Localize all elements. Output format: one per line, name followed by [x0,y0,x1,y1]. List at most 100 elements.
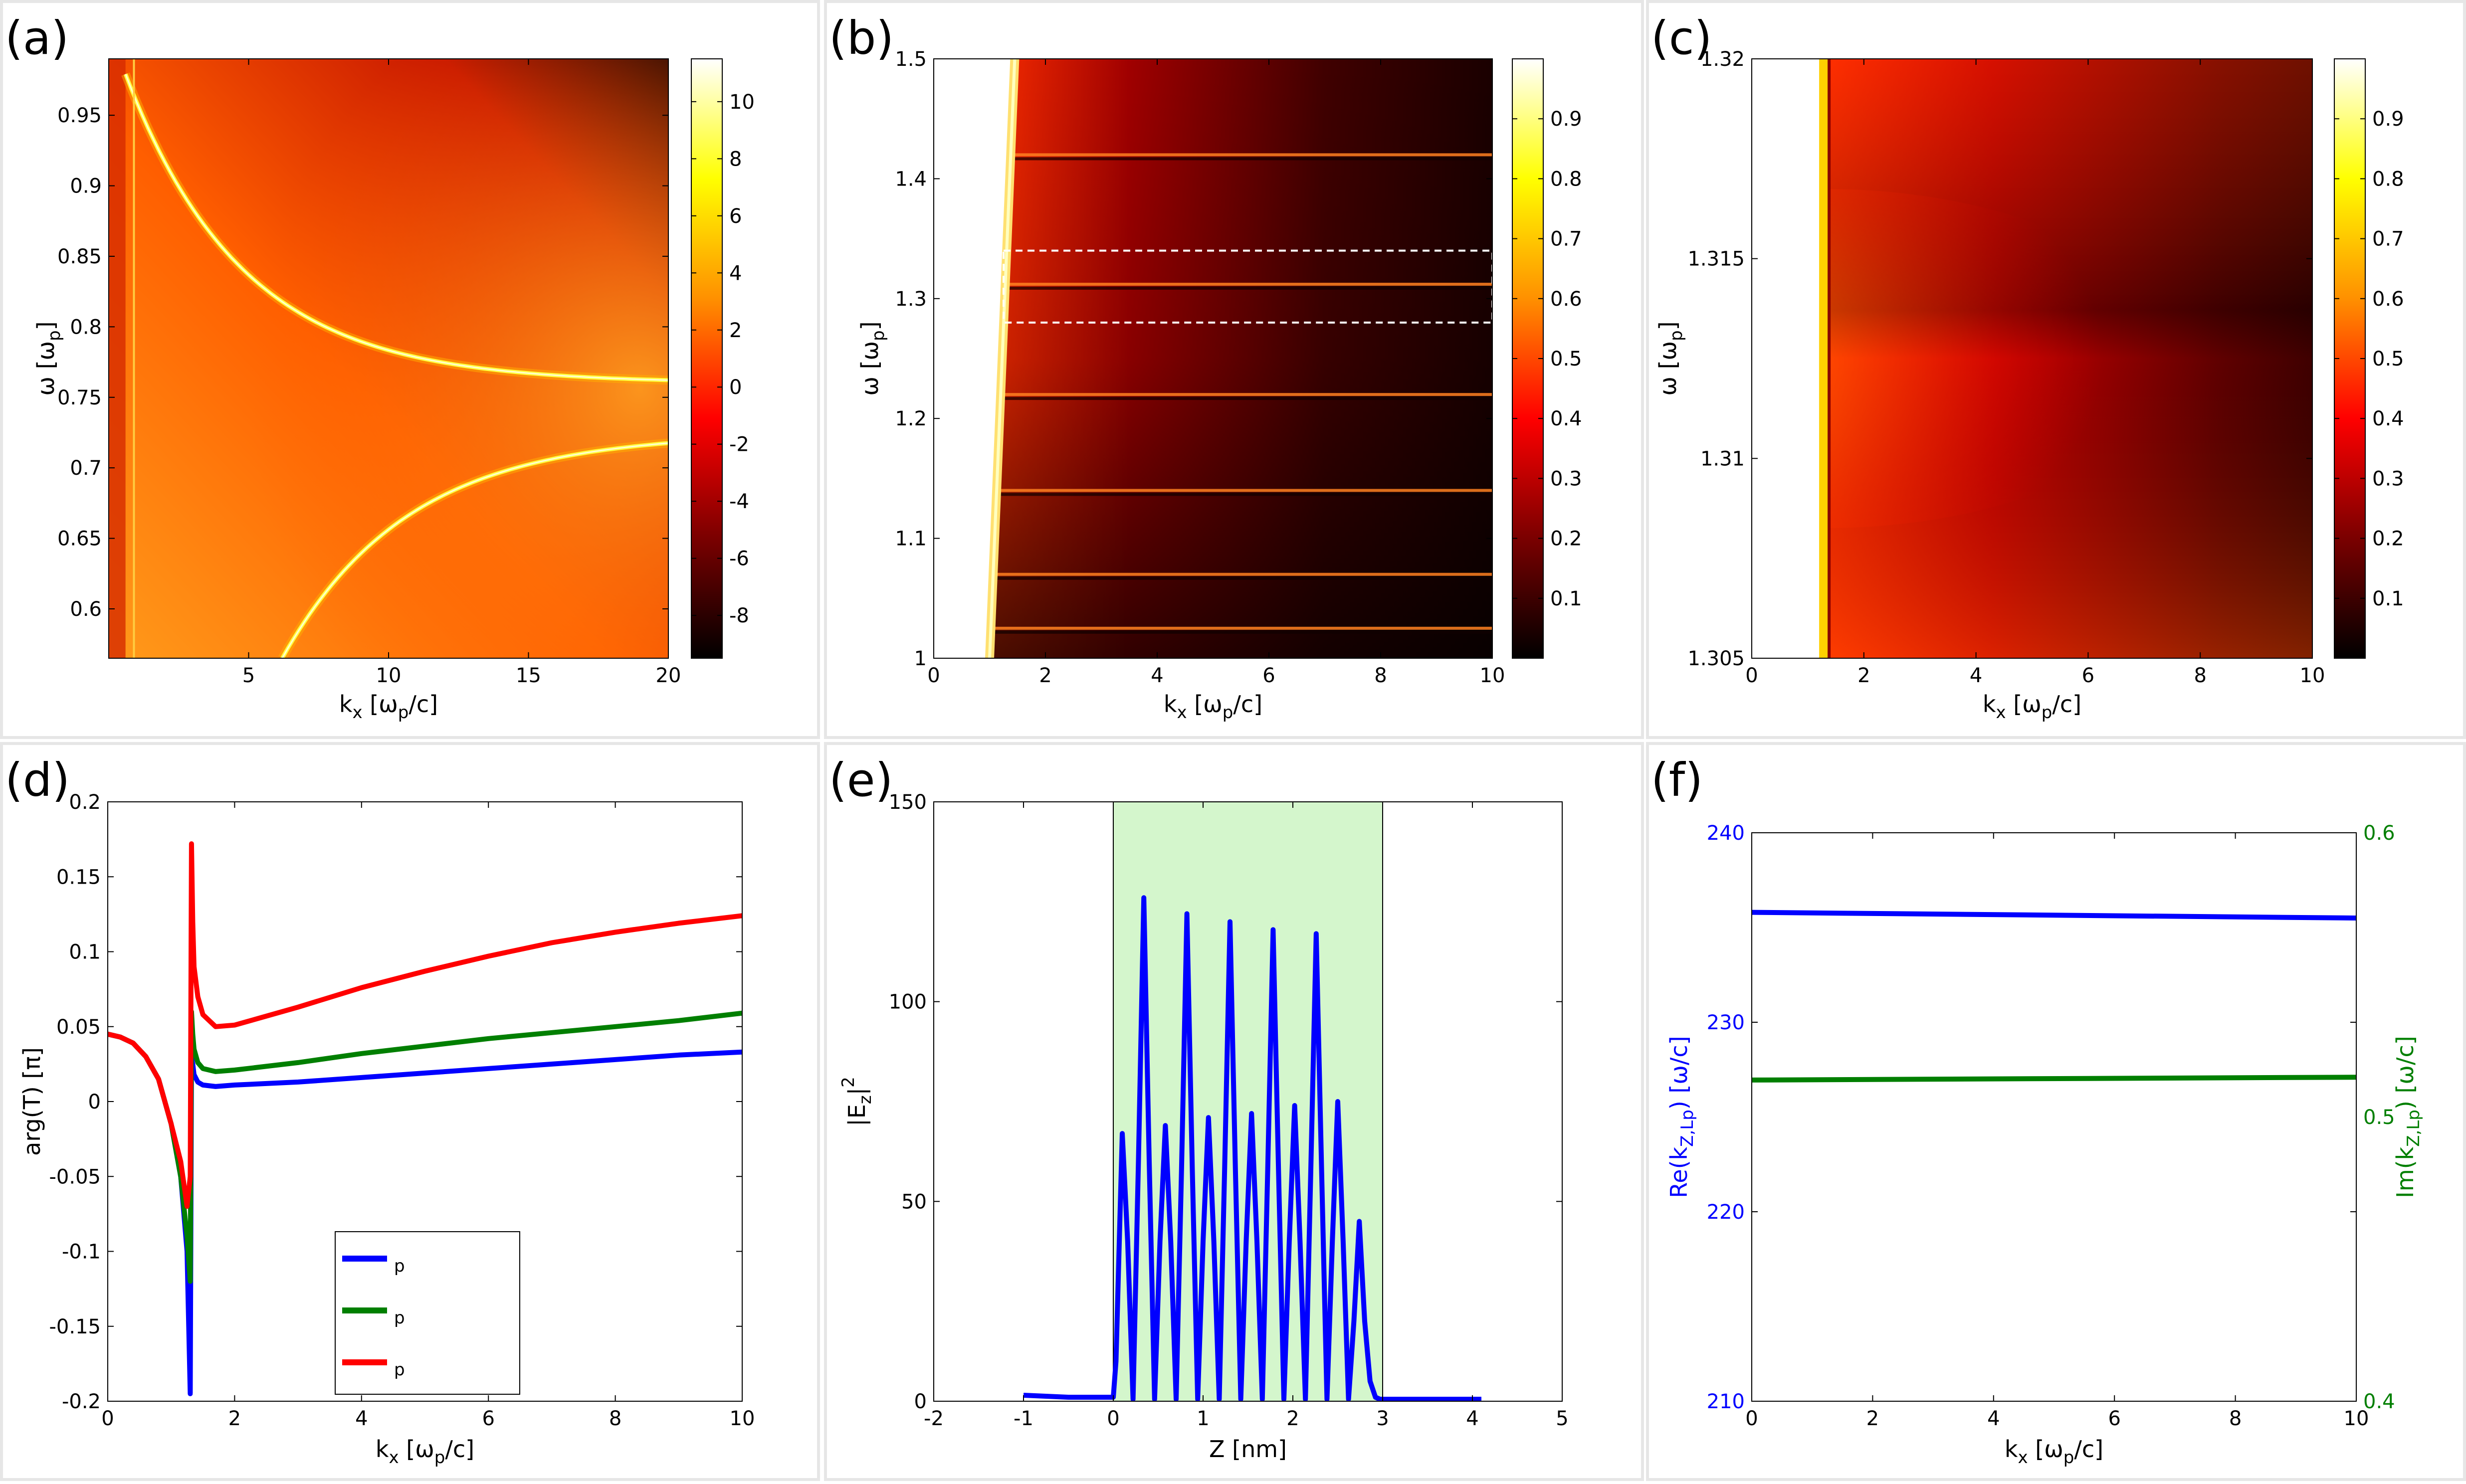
panel-label: (c) [1651,11,1712,65]
y-tick-label: 100 [889,991,927,1014]
x-tick-label: 2 [1039,664,1051,687]
light-line [988,59,1017,658]
y-tick-label: 1.4 [895,168,927,190]
y-axis-label: |Ez|2 [838,1077,875,1126]
colorbar-tick-label: 0.3 [1550,467,1582,490]
legend: p p p [335,1231,520,1395]
colorbar-tick-label: 0.2 [1550,528,1582,551]
colorbar-tick-label: -4 [729,490,749,513]
colorbar-tick-label: 0.6 [2372,288,2404,311]
colorbar-tick-label: 0.8 [2372,168,2404,190]
heatmap-shade [934,59,1492,658]
y-tick-label: 240 [1707,822,1745,845]
x-tick-label: 4 [1466,1407,1478,1430]
colorbar-tick-label: 2 [729,319,742,342]
x-tick-label: 0 [927,664,940,687]
y-tick-label: 0.7 [70,457,102,480]
y-tick-label: 1.31 [1700,447,1745,470]
plot-content [1023,802,1481,1401]
x-axis-label: Z [nm] [1209,1436,1287,1463]
y-right-axis-label: Im(kZ,Lp) [ω/c] [2392,1036,2424,1198]
plot-content [108,841,742,1396]
colorbar-frame [691,58,723,659]
colorbar-tick-label: 0.1 [2372,587,2404,610]
series-line-1 [1752,1075,2356,1083]
panel-label: (d) [5,753,70,807]
y-axis-label: ω [ωp] [856,321,888,395]
y-tick-label: 1.5 [895,48,927,71]
y-tick-label: -0.05 [49,1165,101,1188]
x-tick-label: 0 [1745,1407,1758,1430]
x-axis-label: kx [ωp/c] [376,1436,474,1468]
colorbar-tick-label: 0.4 [2372,407,2404,430]
x-tick-label: 1 [1197,1407,1209,1430]
x-tick-label: 0 [101,1407,114,1430]
y-tick-label: -0.1 [62,1241,101,1264]
y-tick-label: 0.15 [56,866,101,889]
x-tick-label: 6 [2082,664,2094,687]
x-tick-label: 8 [2229,1407,2242,1430]
y-axis-label: ω [ωp] [32,321,64,395]
y-tick-label: 0 [88,1091,101,1113]
x-tick-label: 4 [1970,664,1982,687]
x-tick-label: 2 [1866,1407,1879,1430]
series-line-0 [1023,895,1481,1401]
y-tick-label: 0.65 [57,528,102,551]
y-tick-label: 210 [1707,1390,1745,1413]
heatmap-c [1752,59,2312,658]
x-tick-label: 10 [730,1407,755,1430]
colorbar-tick-label: -6 [729,548,749,570]
x-tick-label: 10 [2300,664,2325,687]
y-tick-label: 230 [1707,1011,1745,1034]
y-tick-label: 0.1 [69,941,101,964]
colorbar-tick-label: 0.2 [2372,528,2404,551]
y-tick-label: 0.8 [70,316,102,339]
y-tick-label: 1.2 [895,407,927,430]
x-tick-label: 3 [1376,1407,1389,1430]
x-tick-label: 8 [609,1407,621,1430]
colorbar-tick-label: 4 [729,262,742,285]
colorbar-tick-label: 6 [729,205,742,228]
y-tick-label: 50 [901,1190,927,1213]
x-tick-label: 10 [2344,1407,2369,1430]
colorbar-tick-label: 0.5 [1550,348,1582,371]
y-axis-label: Re(kZ,Lp) [ω/c] [1665,1036,1697,1198]
colorbar-tick-label: 0.3 [2372,467,2404,490]
y-tick-label: 1 [914,647,927,670]
x-tick-label: 4 [1987,1407,2000,1430]
colorbar-tick-label: 0.4 [1550,407,1582,430]
y-tick-label: 1.305 [1687,647,1745,670]
x-tick-label: 0 [1745,664,1758,687]
y-axis-label: arg(T) [π] [18,1047,45,1156]
colorbar [1512,59,1543,658]
panel-b: 0 2 4 6 8 10 1 1.1 1.2 1.3 1.4 1.5 kx [ωp/c] ω [ωp] 0.… [829,11,1582,723]
heatmap-b [934,59,1492,658]
heatmap-a [109,59,668,658]
dispersion-upper [125,74,668,381]
x-tick-label: 8 [1374,664,1387,687]
x-tick-label: 4 [355,1407,368,1430]
x-tick-label: 15 [516,664,541,687]
x-tick-label: 2 [1857,664,1870,687]
plot-area [1752,833,2356,1401]
x-tick-label: 0 [1107,1407,1119,1430]
y-axis-label: ω [ωp] [1654,321,1686,395]
colorbar-tick-label: 0.1 [1550,587,1582,610]
resonance-glow [1752,189,2174,528]
y-tick-label: -0.15 [49,1315,101,1338]
x-tick-label: 4 [1151,664,1163,687]
y-tick-label: 0.85 [57,245,102,268]
y-tick-label: 0 [914,1390,927,1413]
x-tick-label: 5 [242,664,255,687]
x-axis-label: kx [ωp/c] [1164,691,1262,723]
axes-e [933,801,1563,1402]
colorbar-tick-label: 0 [729,376,742,399]
x-tick-label: 2 [1286,1407,1299,1430]
y-tick-label: 1.1 [895,528,927,551]
y-tick-label: 220 [1707,1201,1745,1224]
plot-content [1752,910,2356,1083]
light-line-region [109,59,126,658]
y-tick-label: 0.6 [70,598,102,621]
